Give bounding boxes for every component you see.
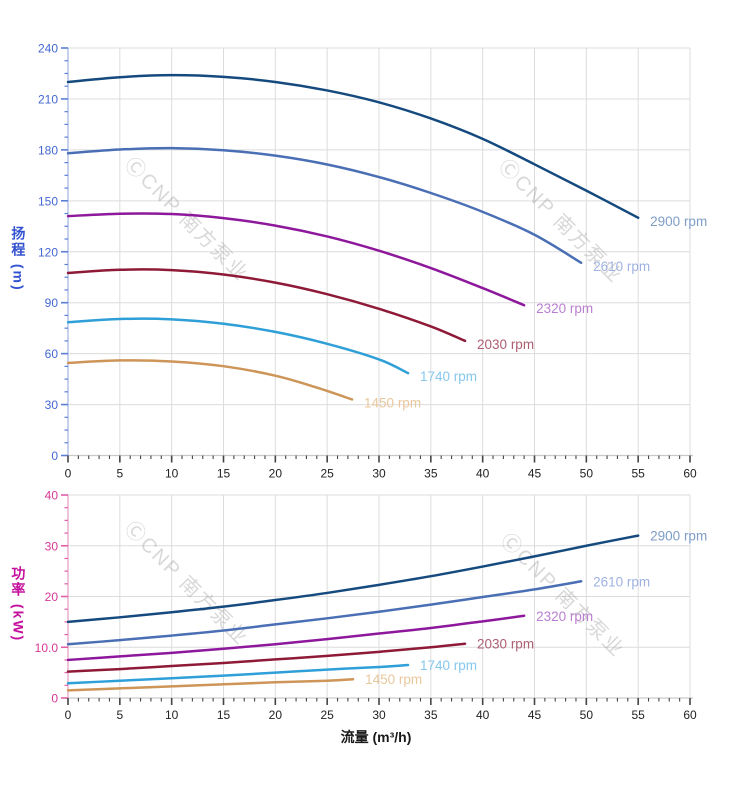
power-curve-1450-rpm <box>66 677 355 692</box>
head-curve-1740-rpm <box>66 317 410 375</box>
head-y-tick-label: 90 <box>45 296 59 310</box>
head-curve-label-2320-rpm: 2320 rpm <box>536 301 593 316</box>
power-curve-label-2030-rpm: 2030 rpm <box>477 637 534 652</box>
head-x-tick-label: 0 <box>65 467 72 481</box>
power-y-tick-label: 0 <box>51 692 58 706</box>
power-curve-label-2320-rpm: 2320 rpm <box>536 609 593 624</box>
head-y-tick-label: 60 <box>45 347 59 361</box>
head-y-tick-label: 0 <box>51 449 58 463</box>
power-axis-unit: (kW) <box>10 603 27 643</box>
power-x-tick-label: 30 <box>372 708 386 722</box>
power-y-tick-label: 30 <box>45 539 59 553</box>
power-curve-1740-rpm <box>66 663 410 685</box>
head-x-tick-label: 45 <box>528 467 542 481</box>
head-x-tick-label: 40 <box>476 467 490 481</box>
flow-axis-title: 流量 (m³/h) <box>340 729 412 745</box>
head-x-tick-label: 55 <box>631 467 645 481</box>
head-x-tick-label: 50 <box>580 467 594 481</box>
power-x-tick-label: 40 <box>476 708 490 722</box>
head-x-tick-label: 15 <box>217 467 231 481</box>
power-curve-label-1450-rpm: 1450 rpm <box>365 672 422 687</box>
power-axis-title-text: 功率 <box>10 566 27 598</box>
power-curve-2610-rpm <box>66 580 583 646</box>
head-y-tick-label: 210 <box>38 92 58 106</box>
head-curve-2610-rpm <box>66 146 583 265</box>
head-curve-2900-rpm <box>66 73 640 220</box>
head-y-tick-label: 30 <box>45 398 59 412</box>
head-curve-label-1740-rpm: 1740 rpm <box>420 369 477 384</box>
head-x-tick-label: 60 <box>683 467 697 481</box>
power-x-tick-label: 35 <box>424 708 438 722</box>
head-x-tick-label: 25 <box>320 467 334 481</box>
power-x-tick-label: 20 <box>269 708 283 722</box>
head-x-tick-label: 35 <box>424 467 438 481</box>
head-axis-title-text: 扬程 <box>10 226 27 258</box>
head-y-tick-label: 120 <box>38 245 58 259</box>
power-y-tick-label: 20 <box>45 590 59 604</box>
power-x-tick-label: 60 <box>683 708 697 722</box>
power-x-tick-label: 45 <box>528 708 542 722</box>
power-x-tick-label: 55 <box>631 708 645 722</box>
power-x-tick-label: 5 <box>116 708 123 722</box>
head-curve-label-2610-rpm: 2610 rpm <box>593 259 650 274</box>
head-curve-1450-rpm <box>66 359 354 401</box>
power-curve-label-1740-rpm: 1740 rpm <box>420 658 477 673</box>
head-axis-unit: (m) <box>10 263 27 292</box>
power-axis-title: 功率 (kW) <box>10 566 27 643</box>
power-curve-2320-rpm <box>66 614 526 662</box>
head-curve-label-2030-rpm: 2030 rpm <box>477 337 534 352</box>
power-x-tick-label: 15 <box>217 708 231 722</box>
power-curve-2030-rpm <box>66 642 467 673</box>
power-curve-2900-rpm <box>66 534 640 624</box>
head-curve-label-2900-rpm: 2900 rpm <box>650 214 707 229</box>
power-curve-label-2900-rpm: 2900 rpm <box>650 529 707 544</box>
head-curve-2320-rpm <box>66 212 526 307</box>
head-y-tick-label: 180 <box>38 143 58 157</box>
head-y-tick-label: 240 <box>38 42 58 56</box>
head-x-tick-label: 10 <box>165 467 179 481</box>
power-x-tick-label: 50 <box>580 708 594 722</box>
head-y-tick-label: 150 <box>38 194 58 208</box>
head-axis-title: 扬程 (m) <box>10 226 27 292</box>
power-x-tick-label: 25 <box>320 708 334 722</box>
power-x-tick-label: 0 <box>65 708 72 722</box>
head-curve-label-1450-rpm: 1450 rpm <box>364 395 421 410</box>
head-x-tick-label: 20 <box>269 467 283 481</box>
head-curve-2030-rpm <box>66 268 467 343</box>
power-curve-label-2610-rpm: 2610 rpm <box>593 574 650 589</box>
power-y-tick-label: 10.0 <box>35 641 59 655</box>
power-x-tick-label: 10 <box>165 708 179 722</box>
head-x-tick-label: 5 <box>116 467 123 481</box>
power-y-tick-label: 40 <box>45 489 59 503</box>
head-x-tick-label: 30 <box>372 467 386 481</box>
